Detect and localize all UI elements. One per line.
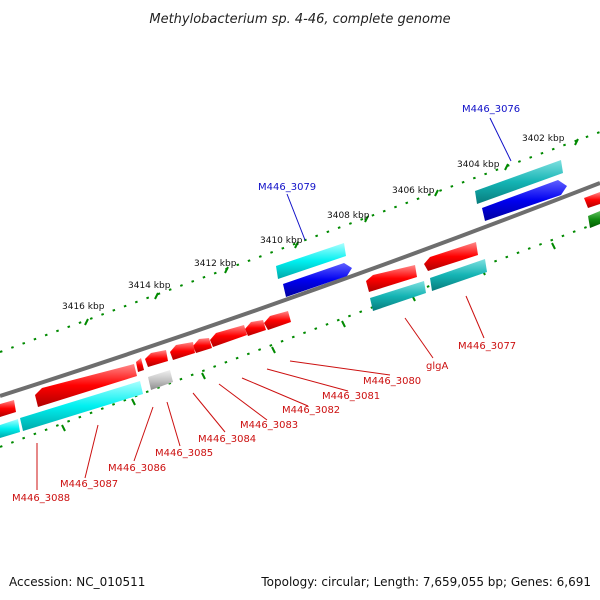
- gene-m446-3086[interactable]: [136, 358, 144, 372]
- cds-m446-3079-blue[interactable]: [283, 263, 352, 297]
- accession-text: Accession: NC_010511: [9, 575, 145, 589]
- leader-m446-3079: [286, 193, 306, 241]
- cds-m446-3076-blue[interactable]: [482, 180, 567, 221]
- label-m446-3082[interactable]: M446_3082: [282, 405, 340, 416]
- cds-m446-3088-cyan[interactable]: [0, 419, 20, 438]
- gene-m446-3076-teal[interactable]: [475, 160, 563, 204]
- tick-labels: 3402 kbp 3404 kbp 3406 kbp 3408 kbp 3410…: [62, 134, 565, 312]
- gene-m446-3083[interactable]: [193, 338, 212, 353]
- gene-m446-3085[interactable]: [145, 350, 168, 367]
- cds-m446-3087-cyan[interactable]: [20, 381, 143, 431]
- leader-glgA: [404, 317, 434, 359]
- gene-m446-3082[interactable]: [210, 325, 247, 347]
- reverse-cds: [0, 259, 487, 438]
- map-title: Methylobacterium sp. 4-46, complete geno…: [149, 12, 450, 27]
- label-m446-3086[interactable]: M446_3086: [108, 463, 166, 474]
- leader-m446-3087: [84, 424, 99, 479]
- label-m446-3080[interactable]: M446_3080: [363, 376, 421, 387]
- label-m446-3077[interactable]: M446_3077: [458, 341, 516, 352]
- gene-labels: M446_3076 M446_3079 M446_3077 glgA M446_…: [12, 104, 520, 504]
- gene-m446-3081[interactable]: [245, 320, 266, 336]
- label-m446-3076[interactable]: M446_3076: [462, 104, 520, 115]
- genome-backbone: [0, 181, 600, 398]
- leader-m446-3083: [218, 383, 268, 421]
- tick-label-3414: 3414 kbp: [128, 281, 171, 291]
- leader-m446-3084: [192, 392, 226, 433]
- feature-m446-3079[interactable]: [276, 243, 352, 297]
- leader-m446-3086: [133, 406, 154, 462]
- gene-edge-green[interactable]: [588, 211, 600, 228]
- label-m446-3083[interactable]: M446_3083: [240, 420, 298, 431]
- tick-label-3408: 3408 kbp: [327, 211, 370, 221]
- cds-glgA-teal[interactable]: [370, 281, 426, 311]
- label-leaders: [36, 117, 512, 490]
- tick-label-3416: 3416 kbp: [62, 302, 105, 312]
- leader-m446-3081: [266, 368, 349, 392]
- leader-m446-3082: [241, 377, 309, 407]
- leader-m446-3085: [166, 401, 181, 447]
- tick-label-3412: 3412 kbp: [194, 259, 237, 269]
- tick-label-3406: 3406 kbp: [392, 186, 435, 196]
- label-m446-3084[interactable]: M446_3084: [198, 434, 256, 445]
- gene-m446-3080[interactable]: [264, 311, 291, 330]
- cds-m446-3077-teal[interactable]: [430, 259, 487, 291]
- gene-edge-red[interactable]: [584, 192, 600, 208]
- reverse-genes: [0, 242, 478, 417]
- label-glgA[interactable]: glgA: [426, 361, 448, 372]
- feature-m446-3076[interactable]: [475, 160, 567, 221]
- gene-m446-3079-cyan[interactable]: [276, 243, 346, 279]
- label-m446-3087[interactable]: M446_3087: [60, 479, 118, 490]
- tick-label-3402: 3402 kbp: [522, 134, 565, 144]
- tick-label-3410: 3410 kbp: [260, 236, 303, 246]
- label-m446-3085[interactable]: M446_3085: [155, 448, 213, 459]
- gene-m446-3084[interactable]: [170, 342, 195, 360]
- gene-gray[interactable]: [148, 370, 173, 390]
- gene-m446-3077-red[interactable]: [424, 242, 478, 271]
- label-m446-3079[interactable]: M446_3079: [258, 182, 316, 193]
- leader-m446-3077: [465, 295, 485, 339]
- gene-m446-3087-red[interactable]: [35, 364, 137, 407]
- outer-tick-track: [0, 131, 600, 353]
- topology-text: Topology: circular; Length: 7,659,055 bp…: [260, 575, 591, 589]
- tick-label-3404: 3404 kbp: [457, 160, 500, 170]
- gene-m446-3088-red[interactable]: [0, 400, 16, 417]
- gene-glgA[interactable]: [366, 265, 417, 292]
- leader-m446-3076: [489, 117, 512, 162]
- leader-m446-3080: [289, 360, 391, 376]
- label-m446-3088[interactable]: M446_3088: [12, 493, 70, 504]
- label-m446-3081[interactable]: M446_3081: [322, 391, 380, 402]
